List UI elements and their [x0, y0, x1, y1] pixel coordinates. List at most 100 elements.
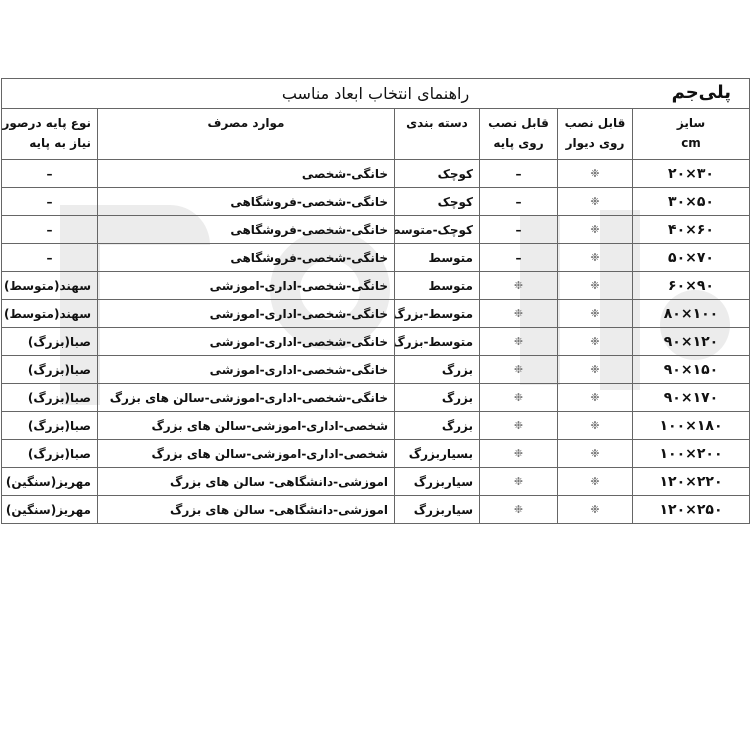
table-row: ۹۰×۱۵۰ ❉ ❉ بزرگ خانگی-شخصی-اداری-اموزشی صبا(ب…	[1, 355, 750, 384]
table-row: ۱۰۰×۱۸۰ ❉ ❉ بزرگ شخصی-اداری-اموزشی-سالن های …	[1, 411, 750, 440]
cell-base: ❉	[479, 355, 558, 384]
cell-wall: ❉	[557, 355, 633, 384]
table-title-row: پلی‌جم راهنمای انتخاب ابعاد مناسب	[1, 78, 750, 109]
cell-size: ۸۰×۱۰۰	[632, 299, 750, 328]
cell-wall: ❉	[557, 439, 633, 468]
cell-uses: خانگی-شخصی-اداری-اموزشی	[97, 271, 395, 300]
table-row: ۴۰×۶۰ ❉ – کوچک-متوسط خانگی-شخصی-فروشگاهی –	[1, 215, 750, 244]
cell-uses: خانگی-شخصی-فروشگاهی	[97, 243, 395, 272]
cell-size: ۱۲۰×۲۵۰	[632, 495, 750, 524]
cell-size: ۹۰×۱۷۰	[632, 383, 750, 412]
cell-size: ۴۰×۶۰	[632, 215, 750, 244]
cell-uses: خانگی-شخصی-فروشگاهی	[97, 215, 395, 244]
cell-base: ❉	[479, 411, 558, 440]
table-row: ۸۰×۱۰۰ ❉ ❉ متوسط-بزرگ خانگی-شخصی-اداری-اموزش…	[1, 299, 750, 328]
cell-wall: ❉	[557, 243, 633, 272]
table-row: ۶۰×۹۰ ❉ ❉ متوسط خانگی-شخصی-اداری-اموزشی سهند(…	[1, 271, 750, 300]
cell-base-type: –	[1, 187, 98, 216]
cell-uses: خانگی-شخصی-اداری-اموزشی-سالن های بزرگ	[97, 383, 395, 412]
cell-category: کوچک	[394, 159, 480, 188]
cell-uses: خانگی-شخصی-اداری-اموزشی	[97, 327, 395, 356]
cell-base: ❉	[479, 439, 558, 468]
cell-category: متوسط	[394, 243, 480, 272]
table-row: ۹۰×۱۷۰ ❉ ❉ بزرگ خانگی-شخصی-اداری-اموزشی-سالن…	[1, 383, 750, 412]
table-row: ۵۰×۷۰ ❉ – متوسط خانگی-شخصی-فروشگاهی –	[1, 243, 750, 272]
header-size: سایز cm	[632, 108, 750, 160]
cell-wall: ❉	[557, 383, 633, 412]
cell-wall: ❉	[557, 187, 633, 216]
cell-base-type: سهند(متوسط)	[1, 271, 98, 300]
header-category: دسته بندی	[394, 108, 480, 160]
cell-base: –	[479, 187, 558, 216]
cell-category: متوسط-بزرگ	[394, 327, 480, 356]
cell-base: –	[479, 215, 558, 244]
cell-base-type: صبا(بزرگ)	[1, 355, 98, 384]
cell-wall: ❉	[557, 299, 633, 328]
cell-wall: ❉	[557, 271, 633, 300]
header-base: قابل نصب روی پایه	[479, 108, 558, 160]
cell-base-type: صبا(بزرگ)	[1, 439, 98, 468]
cell-base: –	[479, 243, 558, 272]
cell-uses: خانگی-شخصی	[97, 159, 395, 188]
cell-category: بزرگ	[394, 383, 480, 412]
table-row: ۹۰×۱۲۰ ❉ ❉ متوسط-بزرگ خانگی-شخصی-اداری-اموزش…	[1, 327, 750, 356]
size-guide-table: پلی‌جم راهنمای انتخاب ابعاد مناسب سایز cm…	[1, 78, 750, 524]
cell-category: بسیاربزرگ	[394, 439, 480, 468]
cell-category: کوچک-متوسط	[394, 215, 480, 244]
cell-category: کوچک	[394, 187, 480, 216]
cell-wall: ❉	[557, 159, 633, 188]
cell-uses: خانگی-شخصی-فروشگاهی	[97, 187, 395, 216]
cell-base-type: سهند(متوسط)	[1, 299, 98, 328]
table-title: راهنمای انتخاب ابعاد مناسب	[281, 84, 470, 103]
cell-wall: ❉	[557, 495, 633, 524]
cell-category: متوسط	[394, 271, 480, 300]
cell-category: متوسط-بزرگ	[394, 299, 480, 328]
cell-size: ۲۰×۳۰	[632, 159, 750, 188]
header-uses: موارد مصرف	[97, 108, 395, 160]
cell-base-type: مهریز(سنگین)	[1, 495, 98, 524]
cell-uses: شخصی-اداری-اموزشی-سالن های بزرگ	[97, 439, 395, 468]
cell-base: ❉	[479, 299, 558, 328]
cell-base-type: مهریز(سنگین)	[1, 467, 98, 496]
cell-base: ❉	[479, 271, 558, 300]
cell-size: ۱۲۰×۲۲۰	[632, 467, 750, 496]
cell-base: ❉	[479, 495, 558, 524]
cell-base-type: صبا(بزرگ)	[1, 411, 98, 440]
cell-uses: شخصی-اداری-اموزشی-سالن های بزرگ	[97, 411, 395, 440]
table-row: ۱۲۰×۲۲۰ ❉ ❉ سیاربزرگ اموزشی-دانشگاهی- سالن ه…	[1, 467, 750, 496]
cell-base-type: –	[1, 215, 98, 244]
cell-wall: ❉	[557, 467, 633, 496]
cell-base-type: صبا(بزرگ)	[1, 383, 98, 412]
table-row: ۱۰۰×۲۰۰ ❉ ❉ بسیاربزرگ شخصی-اداری-اموزشی-سالن…	[1, 439, 750, 468]
cell-uses: اموزشی-دانشگاهی- سالن های بزرگ	[97, 495, 395, 524]
cell-wall: ❉	[557, 327, 633, 356]
cell-size: ۱۰۰×۱۸۰	[632, 411, 750, 440]
cell-base-type: –	[1, 243, 98, 272]
cell-wall: ❉	[557, 215, 633, 244]
table-row: ۲۰×۳۰ ❉ – کوچک خانگی-شخصی –	[1, 159, 750, 188]
header-base-type: نوع پایه درصورتنیاز به پایه	[1, 108, 98, 160]
cell-uses: اموزشی-دانشگاهی- سالن های بزرگ	[97, 467, 395, 496]
cell-uses: خانگی-شخصی-اداری-اموزشی	[97, 355, 395, 384]
cell-size: ۹۰×۱۵۰	[632, 355, 750, 384]
cell-wall: ❉	[557, 411, 633, 440]
brand-logo: پلی‌جم	[671, 82, 732, 103]
cell-uses: خانگی-شخصی-اداری-اموزشی	[97, 299, 395, 328]
cell-base-type: صبا(بزرگ)	[1, 327, 98, 356]
cell-size: ۹۰×۱۲۰	[632, 327, 750, 356]
cell-base-type: –	[1, 159, 98, 188]
table-row: ۳۰×۵۰ ❉ – کوچک خانگی-شخصی-فروشگاهی –	[1, 187, 750, 216]
cell-size: ۶۰×۹۰	[632, 271, 750, 300]
cell-size: ۱۰۰×۲۰۰	[632, 439, 750, 468]
cell-category: بزرگ	[394, 355, 480, 384]
cell-base: –	[479, 159, 558, 188]
cell-size: ۳۰×۵۰	[632, 187, 750, 216]
cell-base: ❉	[479, 383, 558, 412]
table-row: ۱۲۰×۲۵۰ ❉ ❉ سیاربزرگ اموزشی-دانشگاهی- سالن ه…	[1, 495, 750, 524]
cell-category: بزرگ	[394, 411, 480, 440]
header-row: سایز cm قابل نصب روی دیوار قابل نصب روی پای…	[1, 108, 750, 160]
cell-size: ۵۰×۷۰	[632, 243, 750, 272]
cell-base: ❉	[479, 327, 558, 356]
header-wall: قابل نصب روی دیوار	[557, 108, 633, 160]
cell-base: ❉	[479, 467, 558, 496]
